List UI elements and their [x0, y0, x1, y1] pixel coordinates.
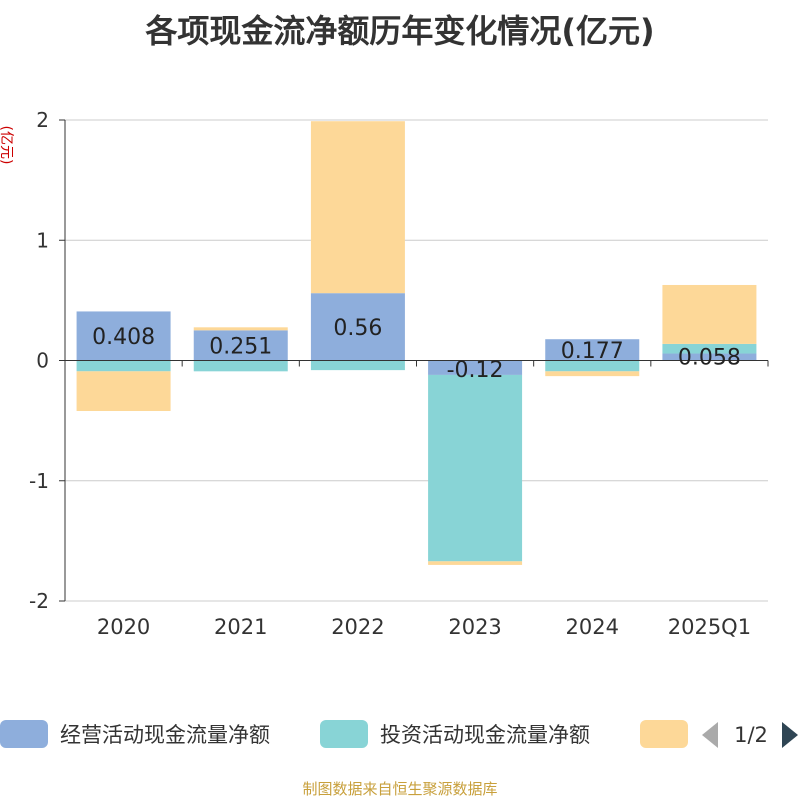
legend-prev-arrow — [702, 722, 718, 748]
legend-label: 投资活动现金流量净额 — [380, 723, 590, 747]
bar-segment — [310, 121, 405, 294]
x-tick-label: 2021 — [214, 615, 267, 639]
chart-title: 各项现金流净额历年变化情况(亿元) — [145, 12, 655, 50]
legend-next-arrow — [782, 722, 798, 748]
x-tick-label: 2024 — [566, 615, 619, 639]
bar-segment — [428, 374, 523, 562]
bar-segment — [193, 327, 288, 331]
y-tick-label: -2 — [29, 589, 49, 613]
bar-segment — [428, 561, 523, 565]
x-tick-label: 2023 — [448, 615, 501, 639]
legend-page-indicator: 1/2 — [734, 723, 768, 747]
bar-segment — [76, 360, 171, 372]
source-note: 制图数据来自恒生聚源数据库 — [302, 780, 498, 798]
x-tick-label: 2022 — [331, 615, 384, 639]
bar-segment — [545, 371, 640, 377]
legend-swatch — [0, 720, 48, 748]
y-tick-label: 0 — [36, 349, 49, 373]
x-tick-label: 2025Q1 — [668, 615, 751, 639]
bar-segment — [428, 360, 523, 375]
bar-segment — [193, 330, 288, 361]
data-label: 0.56 — [333, 316, 382, 341]
bar-segment — [662, 284, 757, 344]
bar-segment — [310, 360, 405, 371]
data-label: -0.12 — [447, 358, 504, 383]
bar-segment — [545, 360, 640, 372]
y-tick-label: 2 — [36, 108, 49, 132]
bar-segment — [310, 293, 405, 361]
bar-segment — [193, 360, 288, 372]
bar-segment — [76, 371, 171, 412]
data-label: 0.058 — [678, 346, 741, 371]
y-tick-label: -1 — [29, 469, 49, 493]
data-label: 0.408 — [92, 325, 155, 350]
bar-segment — [662, 343, 757, 354]
data-label: 0.177 — [561, 339, 624, 364]
bar-segment — [662, 353, 757, 361]
y-axis-label: (亿元) — [0, 126, 14, 165]
legend-swatch — [320, 720, 368, 748]
legend-label: 经营活动现金流量净额 — [60, 723, 270, 747]
x-tick-label: 2020 — [97, 615, 150, 639]
legend-swatch — [640, 720, 688, 748]
data-label: 0.251 — [209, 334, 272, 359]
y-tick-label: 1 — [36, 228, 49, 252]
bar-segment — [76, 311, 171, 361]
bar-segment — [545, 339, 640, 361]
